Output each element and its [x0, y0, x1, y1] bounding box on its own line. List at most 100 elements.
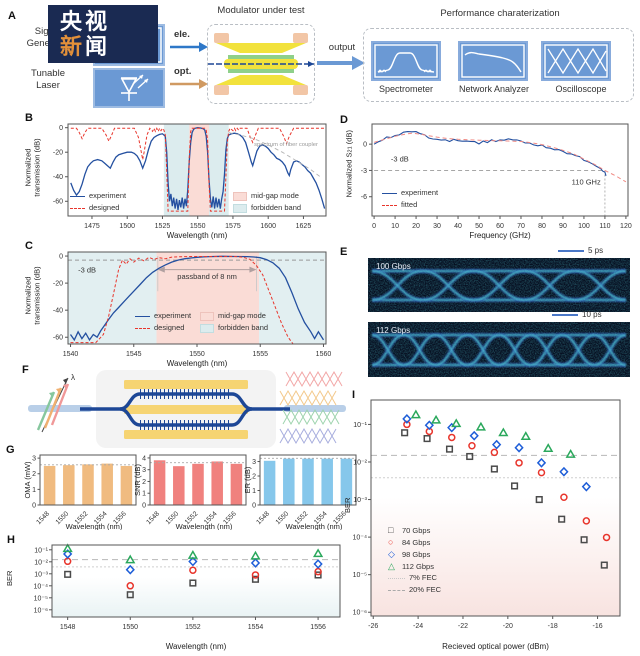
- wavelength-arrows-icon: λ: [36, 373, 75, 433]
- svg-text:0: 0: [142, 502, 146, 509]
- transmission-spectrum-chart: experiment designed mid-gap mode forbidd…: [40, 110, 332, 240]
- lambda-label: λ: [71, 373, 75, 382]
- svg-text:110: 110: [599, 223, 610, 230]
- output-eye-motifs-icon: [279, 370, 343, 445]
- svg-text:0: 0: [372, 223, 376, 230]
- ber-vs-wavelength-chart: 1548 1550 1552 1554 1556 10⁻¹ 10⁻² 10⁻³ 10⁻⁴ 10⁻⁵…: [14, 536, 346, 652]
- panel-g-label: G: [6, 444, 15, 456]
- svg-text:1: 1: [32, 487, 36, 494]
- h-y-axis-title: BER: [4, 570, 14, 586]
- watermark-line1: 央视: [60, 9, 111, 34]
- instrument-label-spectrometer: Spectrometer: [378, 84, 434, 94]
- mid-gap-swatch: [200, 311, 214, 321]
- performance-title: Performance charaterization: [440, 8, 560, 19]
- svg-text:2: 2: [252, 473, 256, 480]
- c-y-axis-title: Normalized transmission (dB): [23, 266, 42, 325]
- panel-h-label: H: [7, 534, 15, 546]
- svg-text:1555: 1555: [252, 351, 268, 358]
- svg-text:0: 0: [252, 502, 256, 509]
- panel-c-label: C: [25, 240, 33, 252]
- svg-text:2: 2: [32, 471, 36, 478]
- svg-text:-24: -24: [413, 623, 423, 630]
- svg-text:1548: 1548: [35, 510, 51, 526]
- svg-text:1556: 1556: [310, 624, 326, 631]
- svg-text:SNR (dB): SNR (dB): [134, 463, 142, 496]
- svg-text:1552: 1552: [185, 624, 201, 631]
- designed-line-swatch: [70, 207, 85, 209]
- svg-text:1475: 1475: [84, 223, 100, 230]
- eye-rate-label: 112 Gbps: [376, 326, 411, 335]
- svg-text:-26: -26: [368, 623, 378, 630]
- svg-text:30: 30: [433, 223, 441, 230]
- passband-spectrum-chart: experiment designed mid-gap mode forbidd…: [40, 238, 332, 368]
- svg-text:Wavelength (nm): Wavelength (nm): [167, 359, 228, 368]
- svg-text:120: 120: [620, 223, 632, 230]
- svg-text:10⁻³: 10⁻³: [353, 497, 367, 504]
- svg-text:10⁻⁶: 10⁻⁶: [353, 610, 367, 617]
- d-legend: experiment fitted: [382, 187, 438, 211]
- network-analyzer-icon: [461, 44, 525, 78]
- mid-gap-swatch: [233, 191, 247, 201]
- svg-text:90: 90: [559, 223, 567, 230]
- instrument-label-network-analyzer: Network Analyzer: [458, 84, 530, 94]
- svg-text:10⁻⁵: 10⁻⁵: [353, 572, 367, 579]
- modulator-title: Modulator under test: [217, 5, 305, 16]
- scale-line-icon: [552, 313, 578, 316]
- ele-label: ele.: [174, 29, 190, 40]
- svg-text:OMA (mW): OMA (mW): [24, 461, 32, 499]
- c-legend-bands: mid-gap mode forbidden band: [200, 310, 268, 334]
- svg-text:-20: -20: [503, 623, 513, 630]
- svg-text:10⁻⁴: 10⁻⁴: [353, 535, 368, 542]
- svg-text:10⁻³: 10⁻³: [34, 571, 48, 578]
- experiment-line-swatch: [70, 195, 85, 197]
- device-schematic: λ: [28, 370, 346, 448]
- svg-text:-22: -22: [458, 623, 468, 630]
- fec7-line-swatch: [388, 577, 405, 579]
- svg-text:0: 0: [59, 253, 63, 260]
- modulator-box: [207, 24, 315, 104]
- c-legend-lines: experiment designed: [135, 310, 191, 334]
- svg-text:10⁻⁶: 10⁻⁶: [34, 607, 48, 614]
- svg-text:-40: -40: [53, 174, 63, 181]
- svg-text:-16: -16: [593, 623, 603, 630]
- svg-text:Recieved optical power (dBm): Recieved optical power (dBm): [442, 642, 549, 651]
- svg-text:ER (dB): ER (dB): [244, 466, 252, 493]
- svg-text:1525: 1525: [155, 223, 171, 230]
- svg-text:-20: -20: [53, 281, 63, 288]
- svg-text:0: 0: [363, 142, 367, 149]
- svg-text:Wavelength (nm): Wavelength (nm): [66, 522, 123, 530]
- svg-text:100: 100: [578, 223, 590, 230]
- spectrometer-icon: [374, 44, 438, 78]
- svg-text:10: 10: [391, 223, 399, 230]
- panel-b-label: B: [25, 112, 33, 124]
- svg-text:-18: -18: [548, 623, 558, 630]
- watermark-char-xin: 新: [60, 34, 86, 59]
- opt-label: opt.: [174, 66, 192, 77]
- svg-text:10⁻²: 10⁻²: [353, 459, 367, 466]
- svg-text:40: 40: [454, 223, 462, 230]
- output-arrow-icon: [317, 56, 365, 70]
- panel-e-label: E: [340, 246, 348, 258]
- svg-text:1500: 1500: [119, 223, 135, 230]
- svg-text:80: 80: [538, 223, 546, 230]
- performance-box: Spectrometer Network Analyzer Oscillosco…: [363, 28, 634, 102]
- mzi-waveguide-icon: [80, 389, 290, 430]
- modulator-chip-icon: [208, 33, 314, 95]
- oscilloscope-screen: [541, 41, 611, 81]
- ber-vs-power-chart: □ 70 Gbps ○ 84 Gbps ◇ 98 Gbps △ 112 Gbps 7% …: [340, 390, 638, 652]
- ele-arrow-icon: [170, 42, 208, 52]
- b-legend-bands: mid-gap mode forbidden band: [233, 190, 301, 214]
- scale-line-icon: [558, 249, 584, 252]
- svg-text:Wavelength (nm): Wavelength (nm): [176, 522, 233, 530]
- scale-bar-5ps: 5 ps: [558, 246, 603, 255]
- watermark-char-wen: 闻: [85, 34, 111, 59]
- experiment-line-swatch: [382, 192, 397, 194]
- svg-text:1550: 1550: [189, 351, 205, 358]
- svg-text:1554: 1554: [248, 624, 264, 631]
- svg-text:passband of 8 nm: passband of 8 nm: [177, 272, 237, 281]
- forbidden-band-swatch: [200, 323, 214, 333]
- svg-text:Wavelength (nm): Wavelength (nm): [166, 642, 227, 651]
- snr-bar-chart: 0 1 2 3 4 1548 1550 1552 1554 1556 SNR (dB) Wavelen…: [133, 450, 249, 531]
- svg-text:60: 60: [496, 223, 504, 230]
